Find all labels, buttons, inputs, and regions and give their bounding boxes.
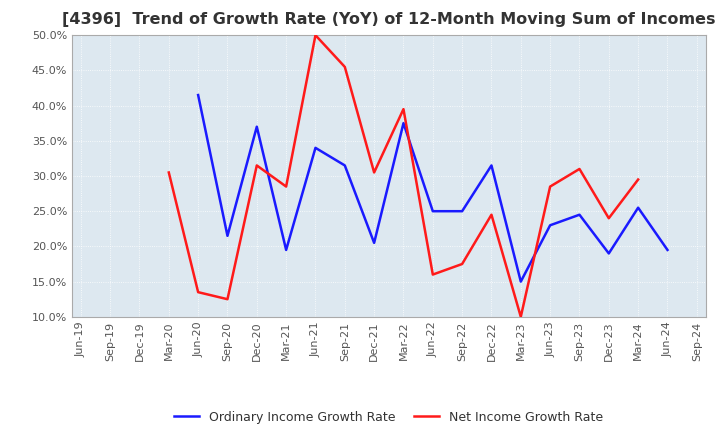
Line: Net Income Growth Rate: Net Income Growth Rate bbox=[168, 35, 638, 317]
Net Income Growth Rate bbox=[253, 163, 261, 168]
Net Income Growth Rate bbox=[634, 177, 642, 182]
Net Income Growth Rate bbox=[370, 170, 379, 175]
Ordinary Income Growth Rate bbox=[634, 205, 642, 210]
Net Income Growth Rate bbox=[194, 290, 202, 295]
Net Income Growth Rate bbox=[341, 64, 349, 70]
Ordinary Income Growth Rate bbox=[194, 92, 202, 98]
Net Income Growth Rate bbox=[546, 184, 554, 189]
Ordinary Income Growth Rate bbox=[282, 247, 290, 253]
Ordinary Income Growth Rate bbox=[546, 223, 554, 228]
Line: Ordinary Income Growth Rate: Ordinary Income Growth Rate bbox=[198, 95, 667, 282]
Ordinary Income Growth Rate bbox=[311, 145, 320, 150]
Title: [4396]  Trend of Growth Rate (YoY) of 12-Month Moving Sum of Incomes: [4396] Trend of Growth Rate (YoY) of 12-… bbox=[62, 12, 716, 27]
Legend: Ordinary Income Growth Rate, Net Income Growth Rate: Ordinary Income Growth Rate, Net Income … bbox=[169, 406, 608, 429]
Ordinary Income Growth Rate bbox=[575, 212, 584, 217]
Net Income Growth Rate bbox=[282, 184, 290, 189]
Ordinary Income Growth Rate bbox=[663, 247, 672, 253]
Net Income Growth Rate bbox=[164, 170, 173, 175]
Net Income Growth Rate bbox=[605, 216, 613, 221]
Net Income Growth Rate bbox=[458, 261, 467, 267]
Ordinary Income Growth Rate bbox=[605, 251, 613, 256]
Net Income Growth Rate bbox=[311, 33, 320, 38]
Net Income Growth Rate bbox=[223, 297, 232, 302]
Net Income Growth Rate bbox=[399, 106, 408, 112]
Ordinary Income Growth Rate bbox=[223, 233, 232, 238]
Ordinary Income Growth Rate bbox=[516, 279, 525, 284]
Net Income Growth Rate bbox=[428, 272, 437, 277]
Ordinary Income Growth Rate bbox=[487, 163, 496, 168]
Net Income Growth Rate bbox=[516, 314, 525, 319]
Net Income Growth Rate bbox=[575, 166, 584, 172]
Ordinary Income Growth Rate bbox=[399, 121, 408, 126]
Net Income Growth Rate bbox=[487, 212, 496, 217]
Ordinary Income Growth Rate bbox=[370, 240, 379, 246]
Ordinary Income Growth Rate bbox=[341, 163, 349, 168]
Ordinary Income Growth Rate bbox=[253, 124, 261, 129]
Ordinary Income Growth Rate bbox=[458, 209, 467, 214]
Ordinary Income Growth Rate bbox=[428, 209, 437, 214]
